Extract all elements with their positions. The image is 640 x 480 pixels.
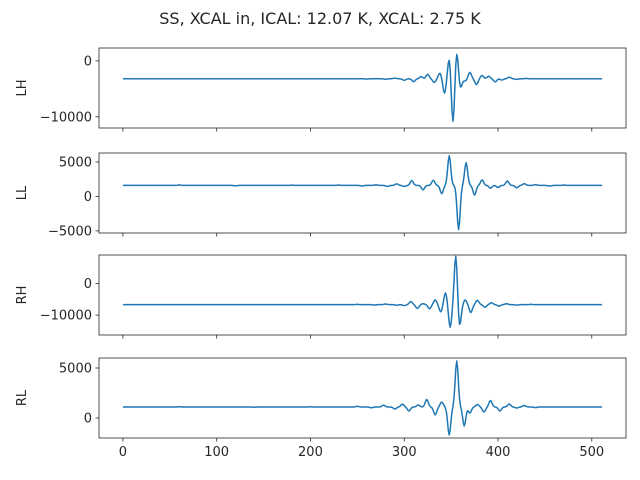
y-axis-label: RH bbox=[15, 286, 30, 305]
y-tick-label: −5000 bbox=[48, 224, 92, 239]
figure-title: SS, XCAL in, ICAL: 12.07 K, XCAL: 2.75 K bbox=[159, 9, 481, 28]
axes-frame bbox=[98, 357, 627, 439]
series-line bbox=[122, 255, 603, 328]
x-tick-label: 200 bbox=[298, 445, 323, 460]
subplot-rl: 5000 0 0 100 200 300 400 500 RL bbox=[15, 357, 627, 460]
x-tick-label: 300 bbox=[392, 445, 417, 460]
x-tick-label: 500 bbox=[579, 445, 604, 460]
axes-frame bbox=[98, 152, 627, 234]
y-tick-label: 0 bbox=[84, 54, 92, 69]
y-tick-label: 0 bbox=[84, 190, 92, 205]
series-line bbox=[122, 155, 603, 231]
subplot-rh: 0 −10000 RH bbox=[15, 254, 627, 339]
subplot-ll: 5000 0 −5000 LL bbox=[15, 152, 627, 239]
y-axis-label: RL bbox=[15, 389, 30, 406]
y-axis-label: LL bbox=[15, 185, 30, 200]
y-axis-label: LH bbox=[15, 79, 30, 96]
subplot-lh: 0 −10000 LH bbox=[15, 47, 627, 132]
axes-frame bbox=[98, 47, 627, 129]
subplots: 0 −10000 LH 5000 0 −5000 LL 0 −10000 RH 5000 0 0 100 2… bbox=[15, 47, 627, 460]
x-tick-label: 400 bbox=[486, 445, 511, 460]
axes-frame bbox=[98, 254, 627, 336]
x-tick-label: 100 bbox=[204, 445, 229, 460]
series-line bbox=[122, 53, 603, 122]
y-tick-label: −10000 bbox=[40, 309, 92, 324]
y-tick-label: 0 bbox=[84, 412, 92, 427]
y-tick-label: 5000 bbox=[59, 155, 92, 170]
x-tick-label: 0 bbox=[119, 445, 127, 460]
y-tick-label: 5000 bbox=[59, 362, 92, 377]
y-tick-label: 0 bbox=[84, 277, 92, 292]
series-line bbox=[122, 360, 603, 436]
y-tick-label: −10000 bbox=[40, 110, 92, 125]
